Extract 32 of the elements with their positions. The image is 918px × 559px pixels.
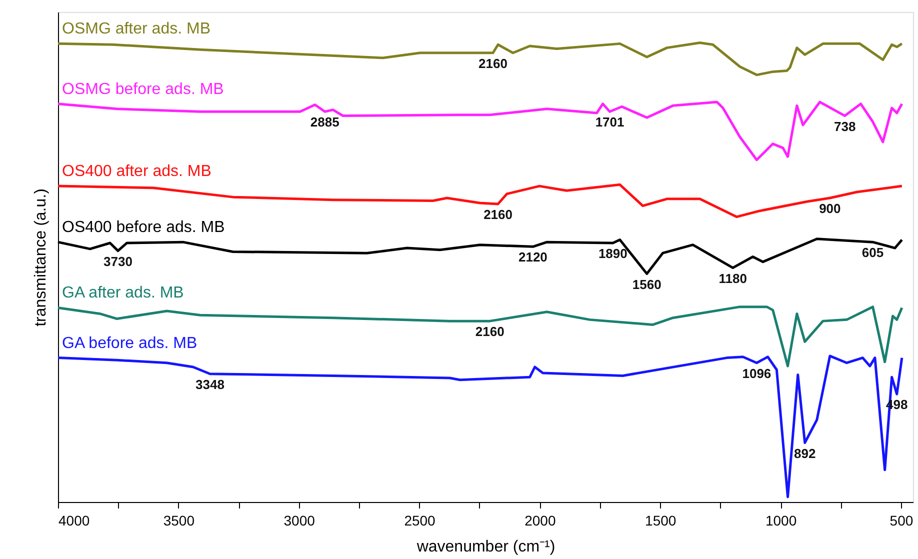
annotation: 2160 <box>478 56 508 71</box>
x-tick-label: 500 <box>890 512 914 528</box>
y-axis-title: transmittance (a.u.) <box>32 188 50 326</box>
x-tick-label: 3500 <box>163 512 195 528</box>
annotation: 1096 <box>742 366 772 381</box>
x-tick-label: 3000 <box>284 512 316 528</box>
annotation: 1701 <box>595 114 624 130</box>
series-label: OSMG after ads. MB <box>62 20 210 38</box>
x-tick-label: 2000 <box>524 512 556 528</box>
annotation: 605 <box>862 245 884 260</box>
series-label: OS400 before ads. MB <box>62 219 225 236</box>
annotation: 2160 <box>475 324 504 340</box>
annotation: 2160 <box>484 206 512 222</box>
annotation: 3348 <box>196 376 224 392</box>
series-label: OS400 after ads. MB <box>62 163 212 180</box>
annotation: 900 <box>819 200 841 216</box>
series-label: GA before ads. MB <box>62 334 198 352</box>
annotation: 2120 <box>518 250 548 265</box>
x-tick-label: 1000 <box>765 512 797 528</box>
annotation: 892 <box>794 446 816 461</box>
annotation: 1180 <box>718 270 747 286</box>
annotation: 738 <box>834 118 856 134</box>
x-tick-label: 2500 <box>404 512 436 528</box>
annotation: 1560 <box>632 276 662 292</box>
series-label: GA after ads. MB <box>62 284 184 302</box>
annotation: 1890 <box>598 246 628 261</box>
annotation: 2885 <box>310 114 340 130</box>
series-label: OSMG before ads. MB <box>62 80 224 98</box>
x-tick-label: 1500 <box>645 512 676 528</box>
x-tick-label: 4000 <box>58 512 90 528</box>
x-axis-title: wavenumber (cm⁻¹) <box>416 538 556 556</box>
annotation: 3730 <box>104 254 132 269</box>
